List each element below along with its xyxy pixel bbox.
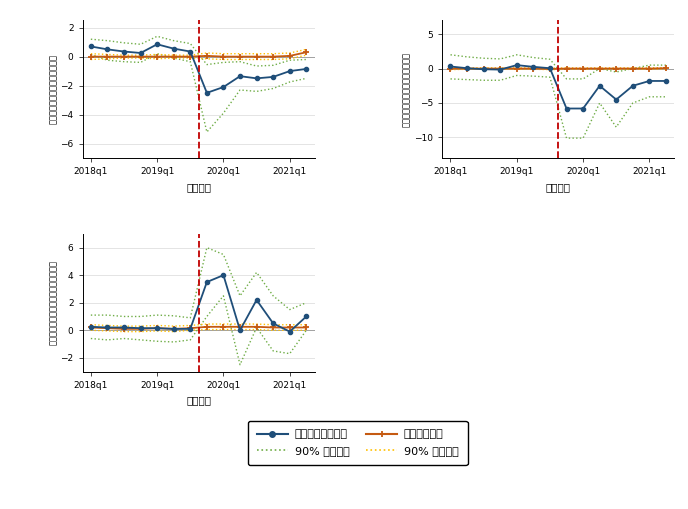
Legend: フッ化水素推定値, 90% 信頼区間, その他推定値, 90% 信頼区間: フッ化水素推定値, 90% 信頼区間, その他推定値, 90% 信頼区間 bbox=[248, 420, 468, 465]
Y-axis label: 韓国への輸出数量に関する推定値: 韓国への輸出数量に関する推定値 bbox=[402, 52, 411, 127]
X-axis label: 年四半期: 年四半期 bbox=[546, 182, 571, 192]
Y-axis label: 韓国への輸出額に関する推定値: 韓国への輸出額に関する推定値 bbox=[49, 54, 58, 124]
X-axis label: 年四半期: 年四半期 bbox=[186, 395, 211, 405]
X-axis label: 年四半期: 年四半期 bbox=[186, 182, 211, 192]
Y-axis label: 韓国への輸出単位価格に関する推定値: 韓国への輸出単位価格に関する推定値 bbox=[49, 260, 58, 345]
